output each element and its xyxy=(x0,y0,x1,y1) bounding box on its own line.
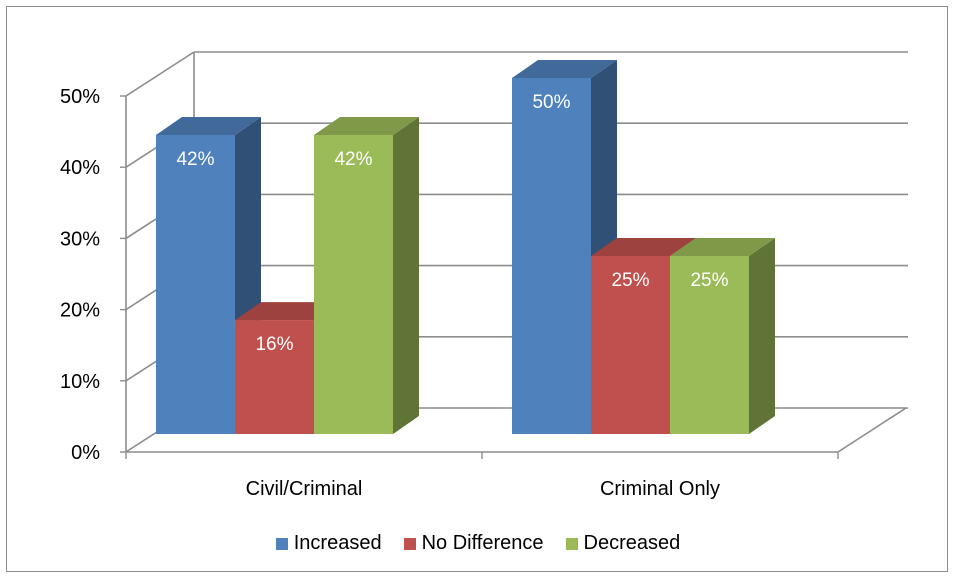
y-tick-label: 30% xyxy=(60,228,100,250)
data-label: 50% xyxy=(532,92,570,113)
legend-label: Increased xyxy=(293,532,382,554)
data-label: 16% xyxy=(255,334,293,355)
x-category-label: Criminal Only xyxy=(600,478,720,500)
y-tick-label: 50% xyxy=(60,86,100,108)
bar-front xyxy=(591,256,670,434)
legend-item: No Difference xyxy=(403,532,544,555)
bar-front xyxy=(670,256,749,434)
bar-side xyxy=(749,238,775,434)
bar-layer xyxy=(156,60,775,435)
y-tick-label: 20% xyxy=(60,300,100,322)
legend-swatch xyxy=(403,537,416,550)
legend-label: Decreased xyxy=(583,532,681,554)
bar-top xyxy=(314,116,419,135)
bar-top xyxy=(670,238,775,256)
bar-front xyxy=(512,78,591,434)
bar-front xyxy=(156,134,235,434)
label-layer: 42% 16% 42% Civil/Criminal 50% 25% 25% Criminal… xyxy=(176,92,728,500)
bar-top xyxy=(591,238,696,256)
axis-layer: 0% 10% 20% 30% 40% 50% xyxy=(60,86,839,464)
legend-swatch xyxy=(565,537,578,550)
floor-edge xyxy=(837,407,907,453)
y-tick-label: 40% xyxy=(60,157,100,179)
legend-label: No Difference xyxy=(421,532,544,554)
bar-decreased-2 xyxy=(670,238,775,434)
legend-item: Decreased xyxy=(565,532,681,555)
data-label: 25% xyxy=(611,270,649,291)
bar-top xyxy=(235,302,340,321)
data-label: 42% xyxy=(334,149,372,170)
legend: Increased No Difference Decreased xyxy=(0,532,956,555)
gridline-diagonal xyxy=(125,51,195,97)
data-label: 25% xyxy=(690,270,728,291)
bar-decreased-1 xyxy=(314,116,419,435)
bar-front xyxy=(235,320,314,434)
y-tick-label: 0% xyxy=(71,442,100,464)
y-tick-label: 10% xyxy=(60,371,100,393)
bar-top xyxy=(156,116,261,135)
bar-side xyxy=(393,116,419,435)
bar-front xyxy=(314,134,393,434)
legend-item: Increased xyxy=(275,532,382,555)
legend-swatch xyxy=(275,537,288,550)
bar-top xyxy=(512,60,617,78)
data-label: 42% xyxy=(176,149,214,170)
x-category-label: Civil/Criminal xyxy=(246,478,363,500)
